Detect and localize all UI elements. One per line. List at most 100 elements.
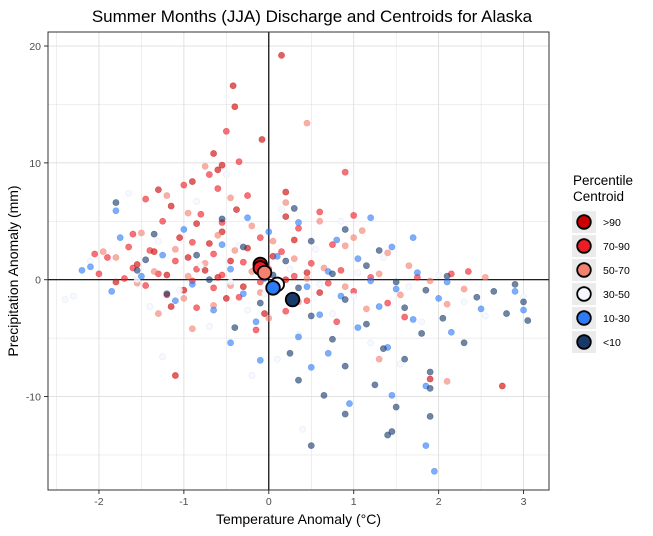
data-point xyxy=(426,375,434,383)
data-point xyxy=(435,271,443,279)
data-point xyxy=(210,284,217,292)
legend-entry-label: 50-70 xyxy=(603,265,630,277)
data-point xyxy=(341,283,349,291)
data-point xyxy=(112,207,120,215)
data-point xyxy=(193,198,201,205)
data-point xyxy=(256,234,264,242)
data-point xyxy=(159,251,167,259)
data-point xyxy=(184,209,192,217)
data-point xyxy=(286,265,294,273)
data-point xyxy=(87,257,94,265)
data-point xyxy=(205,276,213,284)
data-point xyxy=(435,294,443,302)
centroid-marker xyxy=(265,280,281,296)
x-tick-label: 2 xyxy=(436,496,442,508)
data-point xyxy=(307,442,315,450)
centroid-markers xyxy=(252,256,301,308)
data-point xyxy=(413,269,421,277)
data-point xyxy=(464,268,472,275)
data-point xyxy=(252,326,260,334)
data-point xyxy=(307,363,315,371)
data-point xyxy=(520,298,527,306)
data-point xyxy=(244,192,251,199)
data-point xyxy=(303,269,311,277)
x-tick-label: 1 xyxy=(351,496,357,508)
legend-entry-label: 30-50 xyxy=(603,289,630,301)
data-point xyxy=(303,297,311,305)
data-point xyxy=(350,212,358,219)
data-point xyxy=(201,162,209,170)
data-point xyxy=(295,376,302,384)
data-point xyxy=(520,306,527,314)
data-point xyxy=(171,372,179,379)
data-point xyxy=(316,208,324,216)
data-point xyxy=(367,214,375,222)
x-tick-label: 0 xyxy=(266,496,272,508)
data-point xyxy=(159,353,167,361)
legend-key-marker xyxy=(576,238,592,254)
data-point xyxy=(193,251,201,259)
data-point xyxy=(316,280,324,288)
data-point xyxy=(184,272,192,280)
data-point xyxy=(473,293,481,301)
data-point xyxy=(278,206,285,213)
data-point xyxy=(273,355,281,363)
data-point xyxy=(405,283,413,291)
data-point xyxy=(418,318,426,326)
data-point xyxy=(154,237,162,245)
data-point xyxy=(167,303,175,310)
data-point xyxy=(354,324,362,331)
data-point xyxy=(426,368,434,376)
data-point xyxy=(261,310,268,317)
data-point xyxy=(477,305,485,313)
data-point xyxy=(108,287,116,295)
data-point xyxy=(447,328,455,336)
data-point xyxy=(188,280,196,288)
data-point xyxy=(346,400,353,407)
data-point xyxy=(324,279,332,287)
legend-entry-label: 70-90 xyxy=(603,241,630,253)
data-point xyxy=(286,349,294,357)
data-point xyxy=(205,240,213,247)
data-point xyxy=(201,266,209,274)
data-point xyxy=(380,254,387,261)
data-point xyxy=(316,217,324,225)
data-point xyxy=(248,372,256,379)
data-point xyxy=(180,294,188,302)
data-point xyxy=(138,229,145,237)
data-point xyxy=(307,259,315,267)
data-point xyxy=(112,199,120,206)
data-point xyxy=(146,247,154,254)
data-point xyxy=(210,150,217,157)
data-point xyxy=(125,189,133,197)
data-point xyxy=(78,266,86,274)
data-point xyxy=(197,210,205,218)
data-point xyxy=(233,206,240,213)
data-point xyxy=(235,158,243,166)
data-point xyxy=(184,254,192,261)
legend-key-marker xyxy=(576,286,592,302)
data-point xyxy=(193,220,201,228)
data-point xyxy=(524,317,532,324)
data-point xyxy=(460,339,468,347)
legend-key-marker xyxy=(576,310,592,326)
data-point xyxy=(295,333,302,341)
data-point xyxy=(227,257,234,265)
data-point xyxy=(227,194,234,202)
data-point xyxy=(258,136,266,143)
data-point xyxy=(375,270,383,278)
data-point xyxy=(269,237,277,245)
data-point xyxy=(205,323,213,330)
data-point xyxy=(218,161,226,169)
legend-keys: >90 70-90 50-70 30-50 10-30 <10 xyxy=(572,211,630,353)
legend-entry-label: >90 xyxy=(603,217,621,229)
data-point xyxy=(227,278,234,286)
data-point xyxy=(354,255,362,263)
legend-key-marker xyxy=(576,214,592,230)
data-point xyxy=(367,277,375,285)
data-point xyxy=(99,248,107,256)
x-axis-label: Temperature Anomaly (°C) xyxy=(216,511,381,527)
data-point xyxy=(180,226,188,233)
data-point xyxy=(282,188,290,196)
